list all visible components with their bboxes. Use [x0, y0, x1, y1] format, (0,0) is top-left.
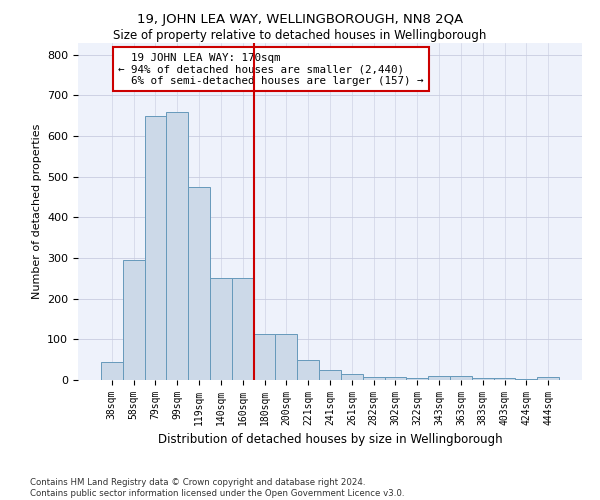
- Bar: [101, 362, 123, 380]
- Bar: [166, 112, 188, 380]
- Bar: [145, 116, 166, 380]
- Bar: [472, 378, 494, 380]
- Bar: [494, 378, 515, 380]
- Bar: [406, 378, 428, 380]
- Bar: [232, 278, 254, 380]
- Text: Contains HM Land Registry data © Crown copyright and database right 2024.
Contai: Contains HM Land Registry data © Crown c…: [30, 478, 404, 498]
- Y-axis label: Number of detached properties: Number of detached properties: [32, 124, 41, 299]
- Bar: [319, 370, 341, 380]
- Bar: [210, 278, 232, 380]
- Bar: [450, 376, 472, 380]
- Bar: [341, 374, 363, 380]
- Bar: [363, 376, 385, 380]
- Bar: [123, 260, 145, 380]
- Bar: [254, 334, 275, 380]
- Bar: [297, 360, 319, 380]
- Bar: [188, 187, 210, 380]
- Bar: [385, 376, 406, 380]
- X-axis label: Distribution of detached houses by size in Wellingborough: Distribution of detached houses by size …: [158, 434, 502, 446]
- Text: 19 JOHN LEA WAY: 170sqm
← 94% of detached houses are smaller (2,440)
  6% of sem: 19 JOHN LEA WAY: 170sqm ← 94% of detache…: [118, 52, 424, 86]
- Text: Size of property relative to detached houses in Wellingborough: Size of property relative to detached ho…: [113, 29, 487, 42]
- Bar: [537, 376, 559, 380]
- Bar: [275, 334, 297, 380]
- Bar: [515, 379, 537, 380]
- Text: 19, JOHN LEA WAY, WELLINGBOROUGH, NN8 2QA: 19, JOHN LEA WAY, WELLINGBOROUGH, NN8 2Q…: [137, 12, 463, 26]
- Bar: [428, 376, 450, 380]
